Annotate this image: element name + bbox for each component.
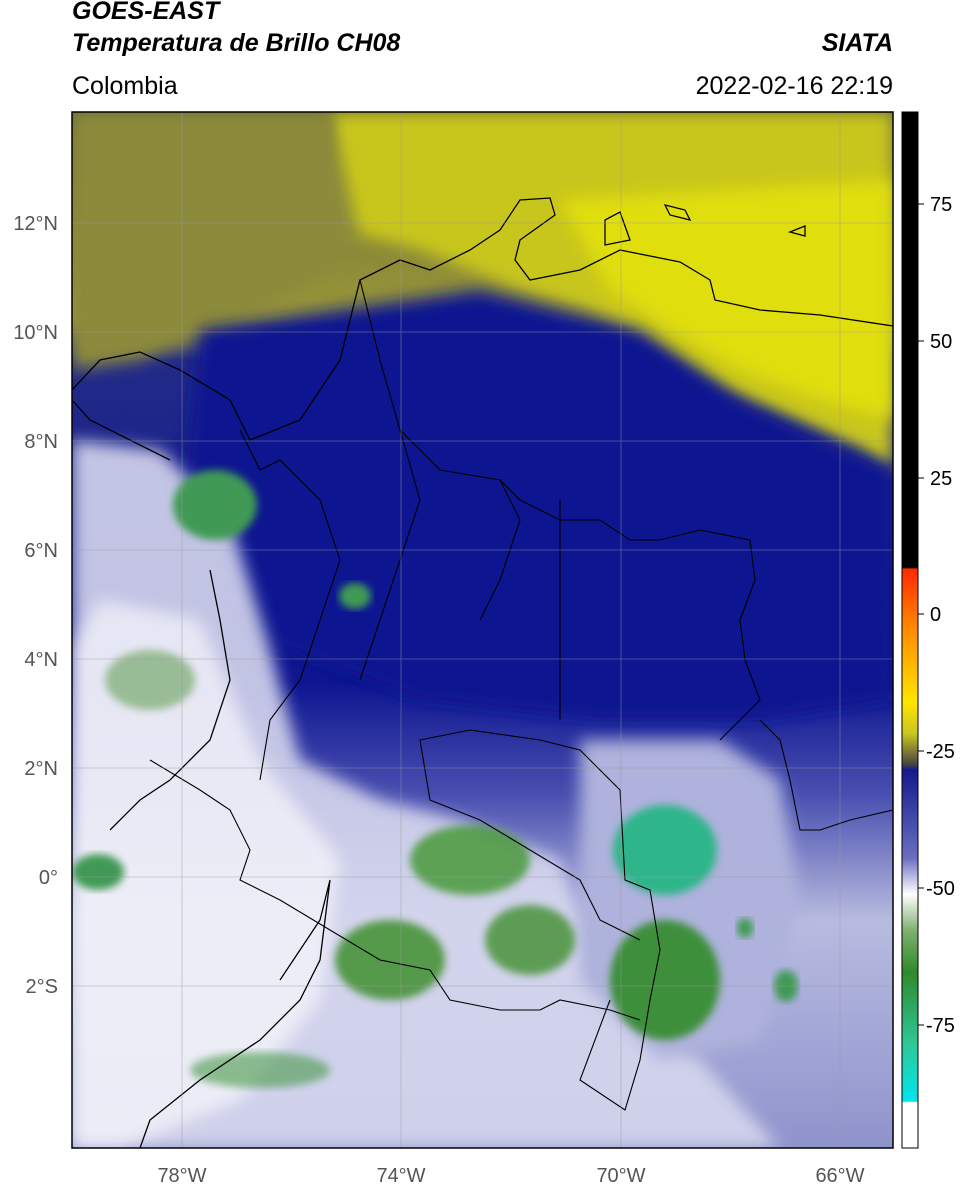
lon-tick-label: 66°W xyxy=(815,1165,864,1187)
colorbar-tick-label: -75 xyxy=(926,1015,955,1037)
political-borders xyxy=(149,279,893,1111)
title-line-2: Temperatura de Brillo CH08 xyxy=(72,29,401,57)
lat-tick-label: 6°N xyxy=(24,540,58,562)
lat-tick-label: 12°N xyxy=(13,213,58,235)
lat-tick-label: 8°N xyxy=(24,431,58,453)
title-line-1: GOES-EAST xyxy=(72,0,220,25)
lat-labels: 12°N 10°N 8°N 6°N 4°N 2°N 0° 2°S xyxy=(13,213,58,998)
colorbar-tick-label: 50 xyxy=(930,331,952,353)
coastlines xyxy=(72,197,893,1148)
lat-tick-label: 4°N xyxy=(24,649,58,671)
brand-label: SIATA xyxy=(821,29,893,57)
colorbar-tick-label: -50 xyxy=(926,878,955,900)
colorbar-tick-label: 25 xyxy=(930,468,952,490)
colorbar-tick-label: 0 xyxy=(930,604,941,626)
lon-tick-label: 74°W xyxy=(376,1165,425,1187)
lat-tick-label: 10°N xyxy=(13,322,58,344)
lon-tick-label: 70°W xyxy=(596,1165,645,1187)
colorbar-tick-label: -25 xyxy=(926,741,955,763)
gridlines xyxy=(72,112,893,1148)
lat-tick-label: 2°S xyxy=(26,976,58,998)
lat-tick-label: 2°N xyxy=(24,758,58,780)
colorbar-tick-label: 75 xyxy=(930,194,952,216)
lat-tick-label: 0° xyxy=(39,867,58,889)
lon-labels: 78°W 74°W 70°W 66°W xyxy=(157,1165,864,1187)
region-label: Colombia xyxy=(72,72,178,100)
colorbar-gradient xyxy=(901,111,919,1149)
timestamp-label: 2022-02-16 22:19 xyxy=(695,72,893,100)
lon-tick-label: 78°W xyxy=(157,1165,206,1187)
map-frame xyxy=(71,111,894,1149)
colorbar: 75 50 25 0 -25 -50 -75 xyxy=(901,111,955,1149)
satellite-image xyxy=(72,112,893,1148)
